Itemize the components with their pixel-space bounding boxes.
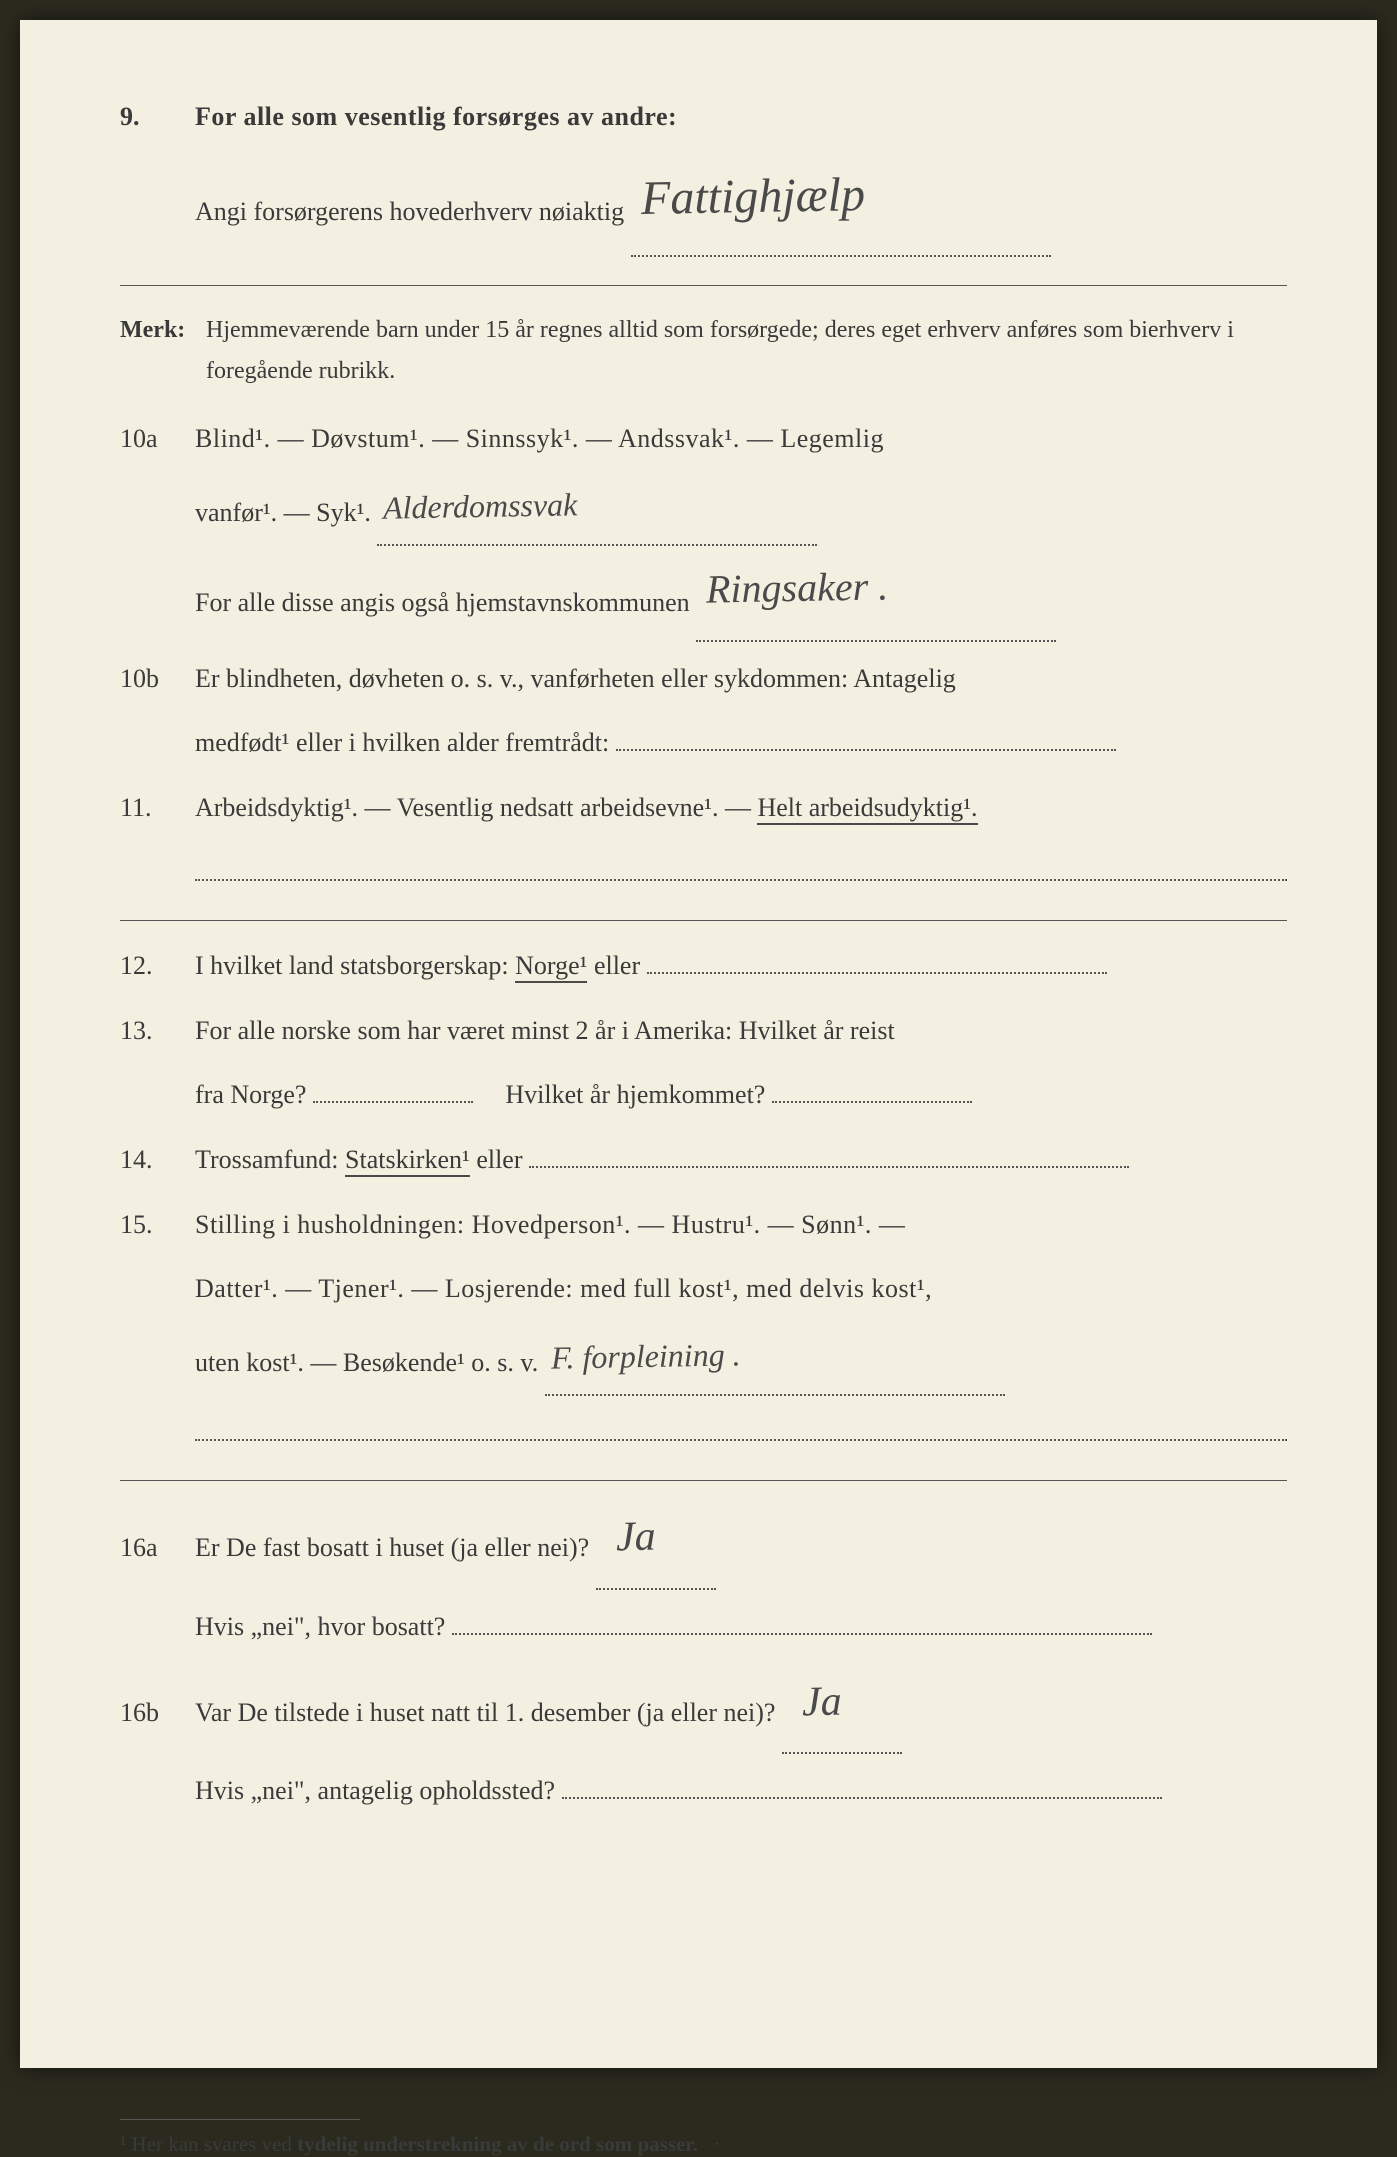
q11-underlined: Helt arbeidsudyktig¹. bbox=[757, 793, 977, 825]
q16a-row1: 16a Er De fast bosatt i huset (ja eller … bbox=[120, 1499, 1287, 1589]
q10b-row1: 10b Er blindheten, døvheten o. s. v., va… bbox=[120, 652, 1287, 707]
q16a-fill1: Ja bbox=[596, 1499, 716, 1589]
divider-1 bbox=[120, 285, 1287, 286]
q12-fill bbox=[647, 972, 1107, 974]
q10a-options: Blind¹. — Døvstum¹. — Sinnssyk¹. — Andss… bbox=[195, 412, 1287, 467]
q12-underlined: Norge¹ bbox=[515, 951, 587, 983]
q10a-row3: For alle disse angis også hjemstavnskomm… bbox=[120, 556, 1287, 642]
q12-row: 12. I hvilket land statsborgerskap: Norg… bbox=[120, 939, 1287, 994]
q15-row3: uten kost¹. — Besøkende¹ o. s. v. F. for… bbox=[120, 1327, 1287, 1396]
q16b-row2: Hvis „nei", antagelig opholdssted? bbox=[120, 1764, 1287, 1819]
q16a-fill2 bbox=[452, 1633, 1152, 1635]
q12-prefix: I hvilket land statsborgerskap: bbox=[195, 951, 515, 980]
q13-row2: fra Norge? Hvilket år hjemkommet? bbox=[120, 1068, 1287, 1123]
footnote-bold: tydelig understrekning av de ord som pas… bbox=[297, 2132, 698, 2156]
q12-number: 12. bbox=[120, 939, 195, 994]
q16b-fill1: Ja bbox=[782, 1664, 902, 1754]
q13-row1: 13. For alle norske som har været minst … bbox=[120, 1004, 1287, 1059]
q10a-kommune-line: Ringsaker . bbox=[696, 556, 1056, 642]
q15-line3-prefix: uten kost¹. — Besøkende¹ o. s. v. bbox=[195, 1348, 538, 1377]
q16a-number: 16a bbox=[120, 1521, 195, 1576]
q9-handwritten: Fattighjælp bbox=[640, 145, 866, 250]
q16b-line1-prefix: Var De tilstede i huset natt til 1. dese… bbox=[195, 1698, 775, 1727]
q10b-fill bbox=[616, 749, 1116, 751]
q15-line2: Datter¹. — Tjener¹. — Losjerende: med fu… bbox=[195, 1262, 1287, 1317]
q11-text: Arbeidsdyktig¹. — Vesentlig nedsatt arbe… bbox=[195, 793, 757, 822]
q15-line1: Stilling i husholdningen: Hovedperson¹. … bbox=[195, 1198, 1287, 1253]
q10b-number: 10b bbox=[120, 652, 195, 707]
q16b-row1: 16b Var De tilstede i huset natt til 1. … bbox=[120, 1664, 1287, 1754]
q11-blank-line bbox=[120, 846, 1287, 901]
q16a-handwritten: Ja bbox=[615, 1493, 656, 1582]
q11-fill bbox=[195, 879, 1287, 881]
q11-number: 11. bbox=[120, 781, 195, 836]
bottom-spacer bbox=[120, 1829, 1287, 2089]
q9-number: 9. bbox=[120, 90, 195, 145]
divider-2 bbox=[120, 920, 1287, 921]
q13-line2a: fra Norge? bbox=[195, 1080, 306, 1109]
merk-text: Hjemmeværende barn under 15 år regnes al… bbox=[206, 310, 1283, 392]
q15-row2: Datter¹. — Tjener¹. — Losjerende: med fu… bbox=[120, 1262, 1287, 1317]
q15-number: 15. bbox=[120, 1198, 195, 1253]
q16a-row2: Hvis „nei", hvor bosatt? bbox=[120, 1600, 1287, 1655]
q15-blank-line bbox=[120, 1406, 1287, 1461]
q15-extra-fill bbox=[195, 1439, 1287, 1441]
q9-row2: Angi forsørgerens hovederhverv nøiaktig … bbox=[120, 155, 1287, 258]
q9-title: For alle som vesentlig forsørges av andr… bbox=[195, 90, 1287, 145]
q16b-number: 16b bbox=[120, 1686, 195, 1741]
q13-fill2 bbox=[772, 1101, 972, 1103]
q13-number: 13. bbox=[120, 1004, 195, 1059]
q15-row1: 15. Stilling i husholdningen: Hovedperso… bbox=[120, 1198, 1287, 1253]
q14-prefix: Trossamfund: bbox=[195, 1145, 345, 1174]
q13-line1: For alle norske som har været minst 2 år… bbox=[195, 1004, 1287, 1059]
q14-suffix: eller bbox=[470, 1145, 523, 1174]
q10a-line2-prefix: vanfør¹. — Syk¹. bbox=[195, 498, 371, 527]
q13-line2b: Hvilket år hjemkommet? bbox=[505, 1080, 765, 1109]
q14-fill bbox=[529, 1166, 1129, 1168]
q16b-line2: Hvis „nei", antagelig opholdssted? bbox=[195, 1776, 555, 1805]
q15-fill: F. forpleining . bbox=[545, 1327, 1005, 1396]
footnote-marker: ¹ bbox=[120, 2132, 126, 2156]
q14-number: 14. bbox=[120, 1133, 195, 1188]
q10b-row2: medfødt¹ eller i hvilken alder fremtrådt… bbox=[120, 716, 1287, 771]
q10a-hw-kommune: Ringsaker . bbox=[705, 544, 889, 631]
footnote-text: Her kan svares ved bbox=[132, 2132, 298, 2156]
q10a-row2: vanfør¹. — Syk¹. Alderdomssvak bbox=[120, 477, 1287, 546]
q16b-fill2 bbox=[562, 1797, 1162, 1799]
q14-underlined: Statskirken¹ bbox=[345, 1145, 470, 1177]
q9-fill-line: Fattighjælp bbox=[631, 155, 1051, 258]
divider-3 bbox=[120, 1480, 1287, 1481]
q16a-line1-prefix: Er De fast bosatt i huset (ja eller nei)… bbox=[195, 1533, 589, 1562]
q10b-text1: Er blindheten, døvheten o. s. v., vanfør… bbox=[195, 652, 1287, 707]
q11-row: 11. Arbeidsdyktig¹. — Vesentlig nedsatt … bbox=[120, 781, 1287, 836]
q9-line2-prefix: Angi forsørgerens hovederhverv nøiaktig bbox=[195, 197, 624, 226]
merk-block: Merk: Hjemmeværende barn under 15 år reg… bbox=[120, 310, 1287, 392]
document-page: 9. For alle som vesentlig forsørges av a… bbox=[20, 20, 1377, 2068]
merk-label: Merk: bbox=[120, 310, 200, 351]
q16a-line2: Hvis „nei", hvor bosatt? bbox=[195, 1612, 445, 1641]
q14-row: 14. Trossamfund: Statskirken¹ eller bbox=[120, 1133, 1287, 1188]
q16b-handwritten: Ja bbox=[801, 1658, 842, 1747]
q10a-syk-line: Alderdomssvak bbox=[377, 477, 817, 546]
q12-suffix: eller bbox=[587, 951, 640, 980]
footnote-block: ¹ Her kan svares ved tydelig understrekn… bbox=[120, 2119, 1287, 2157]
q13-fill1 bbox=[313, 1101, 473, 1103]
q10b-text2: medfødt¹ eller i hvilken alder fremtrådt… bbox=[195, 728, 609, 757]
q10a-number: 10a bbox=[120, 412, 195, 467]
q15-handwritten: F. forpleining . bbox=[550, 1321, 741, 1391]
q10a-hw-syk: Alderdomssvak bbox=[383, 471, 578, 542]
q10a-line3-prefix: For alle disse angis også hjemstavnskomm… bbox=[195, 588, 690, 617]
q9-row1: 9. For alle som vesentlig forsørges av a… bbox=[120, 90, 1287, 145]
q10a-row1: 10a Blind¹. — Døvstum¹. — Sinnssyk¹. — A… bbox=[120, 412, 1287, 467]
footnote-rule bbox=[120, 2119, 360, 2120]
